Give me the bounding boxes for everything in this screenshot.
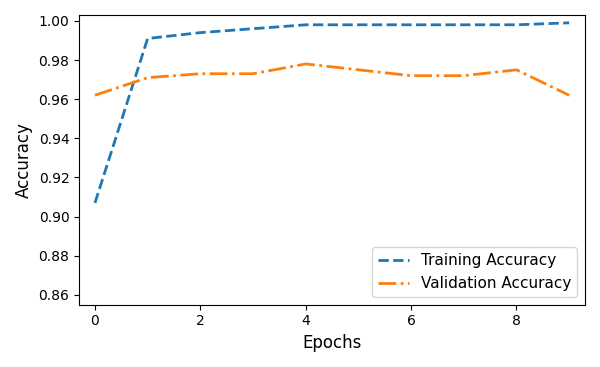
Validation Accuracy <box>460 73 467 78</box>
Training Accuracy <box>91 201 98 205</box>
Validation Accuracy <box>250 72 257 76</box>
Validation Accuracy <box>566 93 573 98</box>
Validation Accuracy <box>513 68 520 72</box>
Training Accuracy <box>407 23 415 27</box>
Validation Accuracy <box>144 76 151 80</box>
Training Accuracy <box>355 23 362 27</box>
Validation Accuracy <box>197 72 204 76</box>
Validation Accuracy <box>91 93 98 98</box>
Validation Accuracy <box>302 62 310 66</box>
Training Accuracy <box>250 26 257 31</box>
Line: Validation Accuracy: Validation Accuracy <box>95 64 569 95</box>
Training Accuracy <box>460 23 467 27</box>
Legend: Training Accuracy, Validation Accuracy: Training Accuracy, Validation Accuracy <box>372 247 577 297</box>
Validation Accuracy <box>355 68 362 72</box>
Line: Training Accuracy: Training Accuracy <box>95 23 569 203</box>
Y-axis label: Accuracy: Accuracy <box>15 122 33 198</box>
Training Accuracy <box>513 23 520 27</box>
Training Accuracy <box>144 36 151 41</box>
Training Accuracy <box>566 21 573 25</box>
X-axis label: Epochs: Epochs <box>302 334 362 352</box>
Training Accuracy <box>302 23 310 27</box>
Validation Accuracy <box>407 73 415 78</box>
Training Accuracy <box>197 30 204 35</box>
